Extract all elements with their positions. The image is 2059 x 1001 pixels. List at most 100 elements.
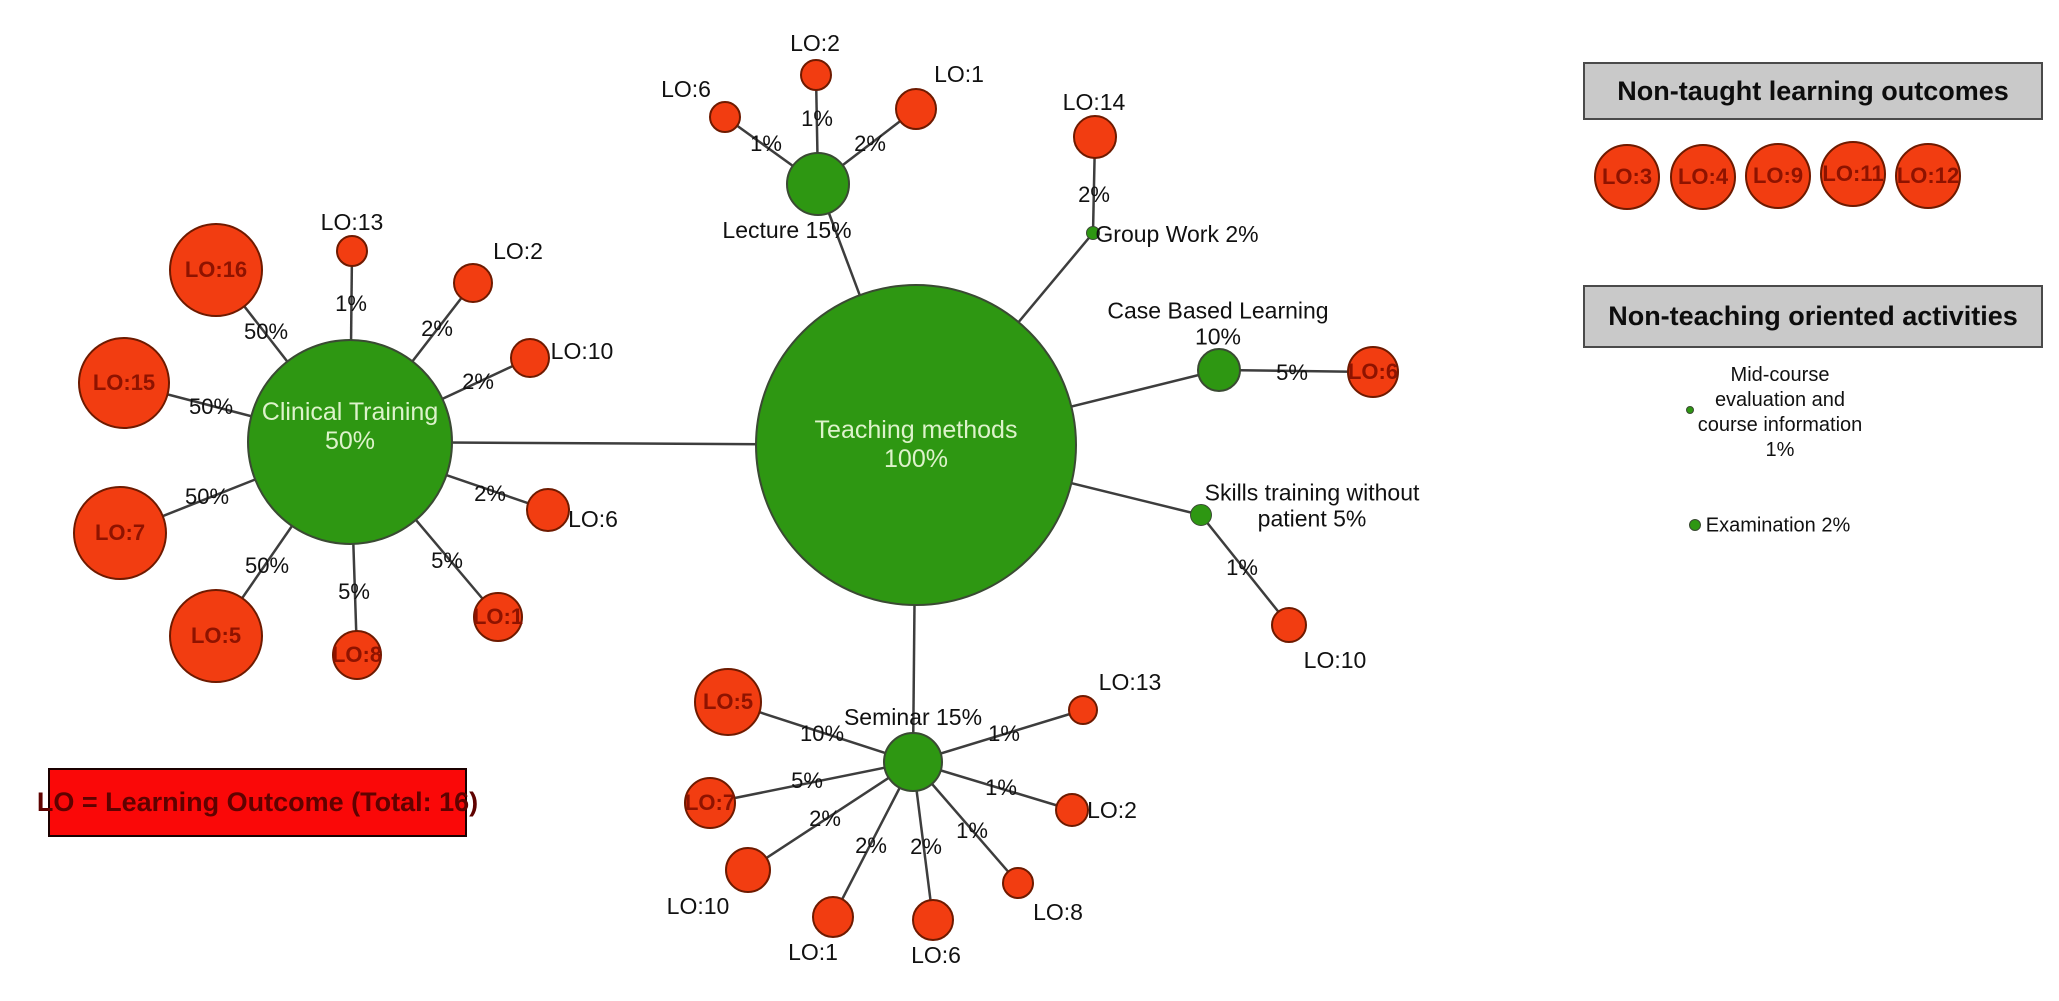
node-cbl-circle <box>1197 348 1241 392</box>
legend-lo4-circle: LO:4 <box>1670 144 1736 210</box>
node-sem_lo1-label: LO:1 <box>788 938 838 965</box>
legend-midcourse-label: Mid-course evaluation and course informa… <box>1697 364 1863 461</box>
legend-examination-label: Examination 2% <box>1705 514 1851 537</box>
edge-seminar-sem_lo10 <box>747 760 914 872</box>
node-c_lo1-circle: LO:1 <box>473 592 523 642</box>
legend-midcourse-dot-circle <box>1686 406 1694 414</box>
edge-weight-clinical-lo5: 50% <box>244 553 290 578</box>
node-l_lo6-circle <box>709 101 741 133</box>
node-sem_lo10-label: LO:10 <box>666 892 730 919</box>
node-seminar-circle <box>883 732 943 792</box>
node-teaching-label: Teaching methods 100% <box>814 415 1018 474</box>
node-groupwork-circle <box>1086 226 1100 240</box>
edge-seminar-sem_lo7 <box>709 760 914 805</box>
node-lo16-label: LO:16 <box>184 256 248 282</box>
node-lo13-label: LO:13 <box>320 208 384 235</box>
legend-lo3-label: LO:3 <box>1601 163 1653 189</box>
node-sem_lo13-label: LO:13 <box>1098 668 1162 695</box>
legend-lo12-circle: LO:12 <box>1895 143 1961 209</box>
node-c_lo6-circle <box>526 488 570 532</box>
node-cbl-label: Case Based Learning 10% <box>1107 297 1329 350</box>
node-lo5-circle: LO:5 <box>169 589 263 683</box>
edge-weight-cbl-cbl_lo6: 5% <box>1276 360 1308 385</box>
node-sem_lo5-label: LO:5 <box>702 688 754 714</box>
legend-lo11-circle: LO:11 <box>1820 141 1886 207</box>
node-lo8-circle: LO:8 <box>332 630 382 680</box>
node-sem_lo13-circle <box>1068 695 1098 725</box>
edge-weight-clinical-lo7: 50% <box>184 484 230 509</box>
node-lo14-circle <box>1073 115 1117 159</box>
node-cbl_lo6-circle: LO:6 <box>1347 346 1399 398</box>
node-lo13-circle <box>336 235 368 267</box>
edge-weight-seminar-sem_lo8: 1% <box>956 818 988 843</box>
node-c_lo6-label: LO:6 <box>568 505 618 532</box>
node-groupwork-label: Group Work 2% <box>1095 220 1259 247</box>
node-sem_lo8-circle <box>1002 867 1034 899</box>
node-l_lo1-label: LO:1 <box>934 60 984 87</box>
edge-weight-clinical-lo8: 5% <box>338 579 370 604</box>
note-box: LO = Learning Outcome (Total: 16) <box>37 768 478 837</box>
edge-weight-clinical-c_lo1: 5% <box>431 548 463 573</box>
node-lo5-label: LO:5 <box>190 622 242 648</box>
node-skills-label: Skills training without patient 5% <box>1204 479 1420 532</box>
node-s_lo10-label: LO:10 <box>1303 646 1367 673</box>
legend-title-non-taught: Non-taught learning outcomes <box>1617 75 2009 106</box>
legend-lo9-circle: LO:9 <box>1745 143 1811 209</box>
node-l_lo6-label: LO:6 <box>661 75 711 102</box>
node-lo15-circle: LO:15 <box>78 337 170 429</box>
node-teaching-circle: Teaching methods 100% <box>755 284 1077 606</box>
node-lecture-label: Lecture 15% <box>722 216 852 243</box>
edge-weight-clinical-c_lo10: 2% <box>462 369 494 394</box>
legend-box-non-teaching: Non-teaching oriented activities <box>1583 285 2043 348</box>
node-c_lo10-circle <box>510 338 550 378</box>
edge-weight-groupwork-lo14: 2% <box>1078 182 1110 207</box>
node-sem_lo8-label: LO:8 <box>1033 898 1083 925</box>
edge-weight-seminar-sem_lo1: 2% <box>855 833 887 858</box>
node-lo8-label: LO:8 <box>331 641 383 667</box>
edge-weight-seminar-sem_lo6: 2% <box>910 834 942 859</box>
edge-weight-seminar-sem_lo7: 5% <box>791 768 823 793</box>
node-sem_lo10-circle <box>725 847 771 893</box>
node-cbl_lo6-label: LO:6 <box>1347 358 1399 384</box>
node-sem_lo2-label: LO:2 <box>1087 796 1137 823</box>
edge-skills-s_lo10 <box>1200 514 1290 626</box>
legend-lo3-circle: LO:3 <box>1594 144 1660 210</box>
node-sem_lo6-label: LO:6 <box>911 941 961 968</box>
node-sem_lo6-circle <box>912 899 954 941</box>
legend-lo12-label: LO:12 <box>1896 162 1960 188</box>
node-sem_lo5-circle: LO:5 <box>694 668 762 736</box>
node-lo14-label: LO:14 <box>1062 88 1126 115</box>
legend-examination-dot-circle <box>1689 519 1701 531</box>
edge-weight-seminar-sem_lo5: 10% <box>799 721 845 746</box>
edge-weight-seminar-sem_lo13: 1% <box>988 721 1020 746</box>
node-sem_lo2-circle <box>1055 793 1089 827</box>
legend-lo4-label: LO:4 <box>1677 163 1729 189</box>
node-c_lo2-label: LO:2 <box>493 237 543 264</box>
node-l_lo2-circle <box>800 59 832 91</box>
node-l_lo1-circle <box>895 88 937 130</box>
edge-weight-skills-s_lo10: 1% <box>1226 555 1258 580</box>
edge-weight-seminar-sem_lo2: 1% <box>985 775 1017 800</box>
legend-lo9-label: LO:9 <box>1752 162 1804 188</box>
edge-weight-lecture-l_lo6: 1% <box>750 131 782 156</box>
legend-box-non-taught: Non-taught learning outcomes <box>1583 62 2043 120</box>
node-lo7-circle: LO:7 <box>73 486 167 580</box>
legend-title-non-teaching: Non-teaching oriented activities <box>1608 301 2018 331</box>
node-clinical-circle: Clinical Training 50% <box>247 339 453 545</box>
node-lecture-circle <box>786 152 850 216</box>
edge-weight-clinical-lo13: 1% <box>335 291 367 316</box>
node-sem_lo7-circle: LO:7 <box>684 777 736 829</box>
node-sem_lo1-circle <box>812 896 854 938</box>
node-s_lo10-circle <box>1271 607 1307 643</box>
legend-lo11-label: LO:11 <box>1822 160 1884 186</box>
node-skills-circle <box>1190 504 1212 526</box>
edge-weight-clinical-lo16: 50% <box>243 319 289 344</box>
node-l_lo2-label: LO:2 <box>790 29 840 56</box>
node-lo15-label: LO:15 <box>92 369 156 395</box>
note-box-text: LO = Learning Outcome (Total: 16) <box>36 787 479 817</box>
node-seminar-label: Seminar 15% <box>843 703 983 730</box>
edge-weight-lecture-l_lo1: 2% <box>854 131 886 156</box>
edge-weight-clinical-c_lo2: 2% <box>421 316 453 341</box>
node-c_lo1-label: LO:1 <box>472 603 524 629</box>
